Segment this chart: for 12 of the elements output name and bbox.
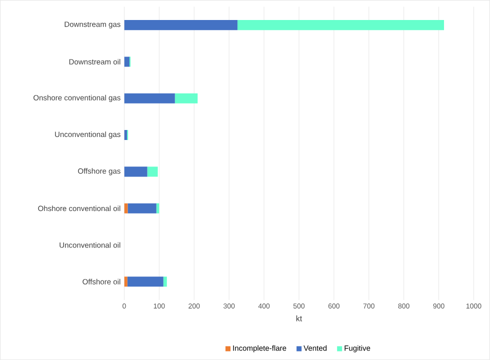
bar (124, 276, 128, 287)
x-axis-title: kt (296, 315, 302, 322)
bar (127, 276, 164, 287)
bar (124, 166, 148, 177)
bar (128, 203, 156, 214)
bar (237, 20, 444, 30)
bar (174, 93, 198, 104)
bar (124, 20, 238, 30)
bar (124, 93, 175, 104)
bar (124, 56, 130, 67)
bar (163, 276, 167, 287)
bar (147, 166, 158, 177)
